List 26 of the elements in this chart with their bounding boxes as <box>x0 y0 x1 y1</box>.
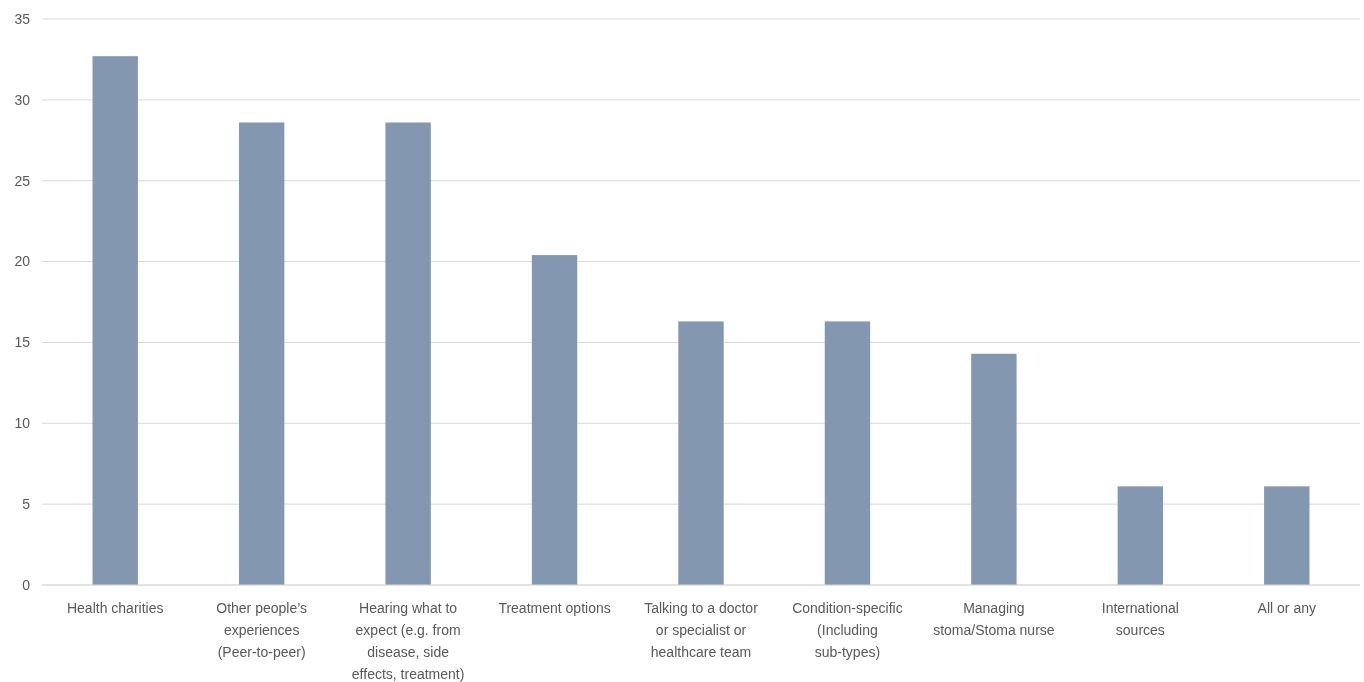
bar <box>385 122 431 585</box>
x-tick-label: Treatment options <box>498 600 611 616</box>
bar <box>1264 486 1310 585</box>
bar <box>678 321 724 585</box>
x-tick-label: Talking to a doctor or specialist or healthcare team <box>644 600 759 660</box>
bar <box>1117 486 1164 585</box>
bar <box>238 122 285 585</box>
y-tick-label: 35 <box>14 10 31 27</box>
x-tick-label: Managing stoma/Stoma nurse <box>933 600 1055 638</box>
y-tick-label: 25 <box>14 172 31 189</box>
x-tick-label: Hearing what to expect (e.g. from disease, side effects, treatment) <box>351 600 465 682</box>
x-tick-label: Condition-specific (Including sub-types) <box>792 600 903 660</box>
bar <box>971 353 1017 585</box>
y-tick-label: 15 <box>14 334 31 351</box>
x-tick-label: Health charities <box>66 600 164 616</box>
y-tick-label: 20 <box>14 253 31 270</box>
y-tick-label: 0 <box>22 576 31 593</box>
bar <box>531 255 578 585</box>
y-tick-label: 30 <box>14 91 31 108</box>
bar <box>92 56 138 585</box>
x-tick-label: All or any <box>1257 600 1316 616</box>
x-tick-label: Other people’s experiences (Peer-to-peer) <box>216 600 308 660</box>
y-tick-label: 5 <box>22 496 31 513</box>
x-tick-label: International sources <box>1101 600 1179 638</box>
bar <box>824 321 871 585</box>
y-tick-label: 10 <box>14 415 31 432</box>
